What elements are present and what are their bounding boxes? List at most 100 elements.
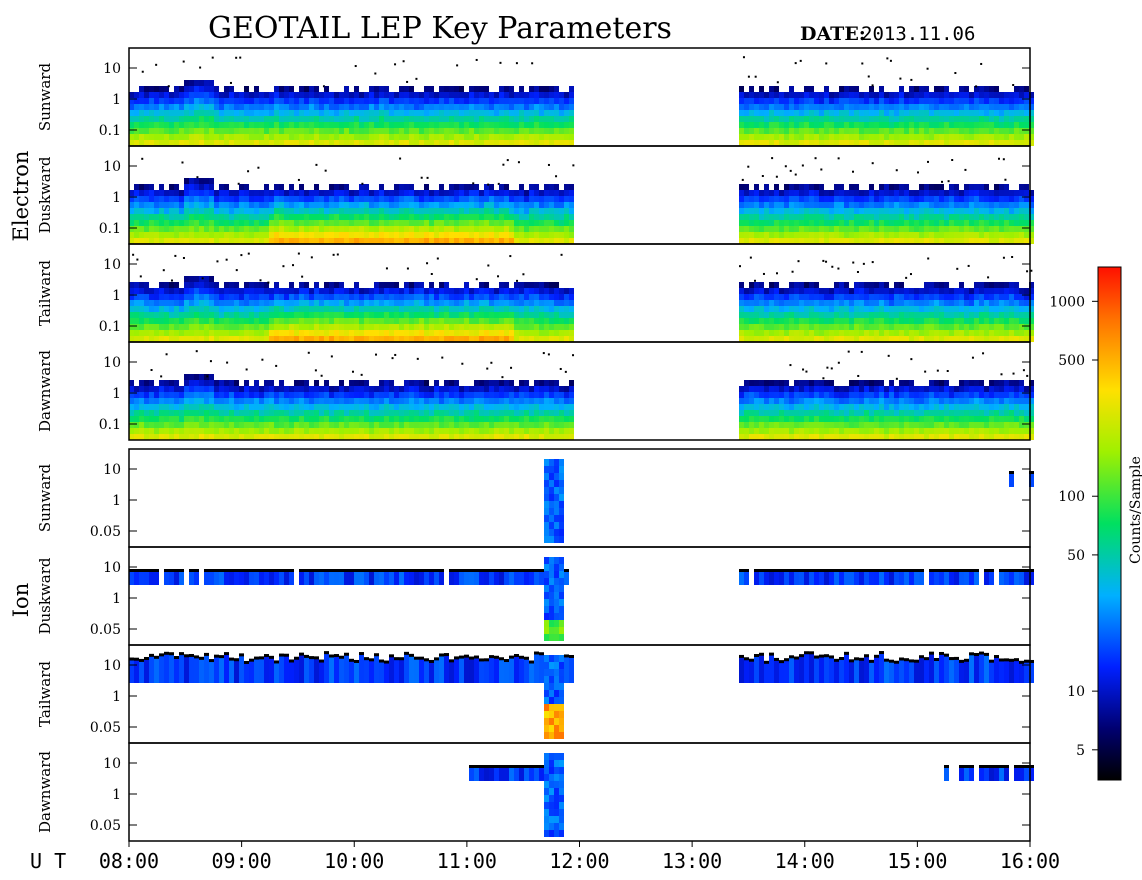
cell [569, 98, 574, 104]
cell [939, 288, 944, 294]
cell [194, 294, 199, 300]
cell [349, 330, 354, 336]
cell [524, 336, 529, 342]
cell [359, 422, 364, 428]
cell [319, 134, 324, 140]
cell [259, 208, 264, 214]
cell [1024, 324, 1029, 330]
cell [769, 196, 774, 202]
cell [479, 282, 484, 288]
cell [224, 202, 229, 208]
cell [454, 98, 459, 104]
cell [239, 140, 244, 146]
cell [464, 214, 469, 220]
cell [994, 330, 999, 336]
cell [144, 288, 149, 294]
cell [399, 330, 404, 336]
cell [329, 294, 334, 300]
cell [529, 92, 534, 98]
cell [184, 398, 189, 404]
cell [1024, 288, 1029, 294]
cell [974, 324, 979, 330]
cell [829, 226, 834, 232]
cell [219, 288, 224, 294]
cell [464, 306, 469, 312]
cell [849, 208, 854, 214]
cell [369, 104, 374, 110]
cell [554, 232, 559, 238]
cell [1009, 202, 1014, 208]
cell [359, 386, 364, 392]
cell [419, 324, 424, 330]
cell [359, 110, 364, 116]
cell [974, 220, 979, 226]
cell [889, 140, 894, 146]
cell [409, 116, 414, 122]
cell [244, 184, 249, 190]
cell [159, 184, 164, 190]
cell [204, 214, 209, 220]
cell [414, 336, 419, 342]
cell [489, 116, 494, 122]
cell [799, 330, 804, 336]
cell [259, 232, 264, 238]
cell [879, 110, 884, 116]
cell [194, 140, 199, 146]
cell [564, 128, 569, 134]
cell [534, 140, 539, 146]
cell [344, 214, 349, 220]
cell [844, 98, 849, 104]
cell [524, 92, 529, 98]
cell [319, 226, 324, 232]
cell [379, 386, 384, 392]
cell [459, 232, 464, 238]
cell [354, 422, 359, 428]
cell [164, 214, 169, 220]
cell [284, 404, 289, 410]
cell [474, 232, 479, 238]
cell [329, 324, 334, 330]
cell [864, 116, 869, 122]
cell [769, 86, 774, 92]
cell [1004, 238, 1009, 244]
cell [309, 104, 314, 110]
cell [464, 232, 469, 238]
cell [1024, 238, 1029, 244]
cell [254, 312, 259, 318]
cell [154, 312, 159, 318]
cell [339, 404, 344, 410]
cell [489, 184, 494, 190]
cell [474, 312, 479, 318]
cell [764, 202, 769, 208]
cell [349, 306, 354, 312]
cell [194, 220, 199, 226]
cell [379, 226, 384, 232]
cell [884, 140, 889, 146]
cell [204, 110, 209, 116]
cell [484, 288, 489, 294]
cell [514, 294, 519, 300]
cell [819, 324, 824, 330]
cell [889, 59, 892, 62]
cell [154, 404, 159, 410]
cell [569, 324, 574, 330]
cell [219, 238, 224, 244]
cell [404, 226, 409, 232]
cell [239, 134, 244, 140]
cell [1014, 202, 1019, 208]
cell [179, 238, 184, 244]
cell [979, 190, 984, 196]
cell [905, 276, 908, 279]
cell [444, 208, 449, 214]
cell [759, 122, 764, 128]
cell [254, 294, 259, 300]
cell [479, 312, 484, 318]
cell [509, 330, 514, 336]
cell [159, 190, 164, 196]
cell [904, 214, 909, 220]
cell [864, 220, 869, 226]
cell [559, 330, 564, 336]
cell [154, 122, 159, 128]
cell [299, 116, 304, 122]
cell [779, 232, 784, 238]
